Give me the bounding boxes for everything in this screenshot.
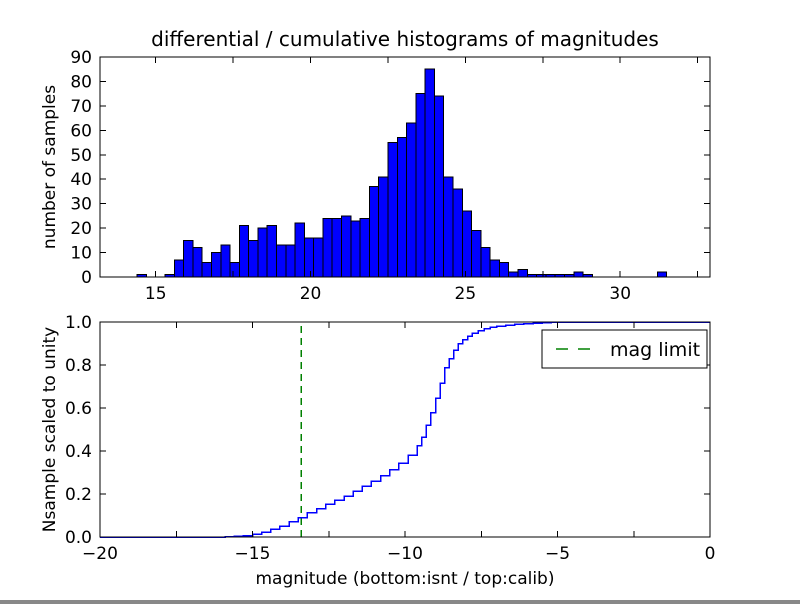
histogram-bar [517, 269, 528, 278]
x-tick-label: −15 [235, 544, 271, 564]
histogram-bar [489, 259, 500, 278]
x-tick-label: 0 [705, 544, 716, 564]
y-tick-label: 70 [70, 97, 92, 117]
histogram-bar [424, 68, 435, 278]
histogram-bar [173, 259, 185, 278]
legend-label: mag limit [610, 339, 700, 361]
histogram-bar [294, 222, 305, 278]
cumulative-curve [100, 321, 710, 538]
histogram-bar [248, 239, 259, 278]
histogram-bar [331, 217, 343, 278]
x-tick-label: −10 [387, 544, 423, 564]
histogram-bar [192, 247, 203, 278]
histogram-bar [322, 217, 333, 278]
histogram-bar [480, 247, 491, 278]
histogram-bar [471, 230, 482, 278]
histogram-bar [452, 188, 463, 278]
figure-title: differential / cumulative histograms of … [151, 27, 659, 51]
x-tick-label: −20 [82, 544, 118, 564]
y-tick-label: 0.6 [65, 399, 92, 419]
histogram-bar [285, 244, 296, 278]
histogram-bar [508, 271, 519, 278]
y-tick-label: 30 [70, 195, 92, 215]
histogram-bar [238, 225, 250, 278]
histogram-bar [276, 244, 287, 278]
tick-marks [99, 321, 711, 538]
histogram-bar [303, 237, 315, 278]
histogram-bar [210, 252, 222, 278]
histogram-bar [359, 217, 370, 278]
histogram-bar [229, 261, 240, 278]
histogram-bar [573, 271, 584, 278]
x-tick-label: −5 [545, 544, 570, 564]
histogram-bar [201, 261, 212, 278]
histogram-bar [406, 122, 417, 278]
histogram-bar [368, 186, 380, 278]
histogram-bar [266, 225, 277, 278]
x-tick-label: 20 [300, 284, 322, 304]
y-tick-label: 0.0 [65, 528, 92, 548]
y-tick-label: 0.8 [65, 356, 92, 376]
histogram-bar [183, 239, 194, 278]
histogram-bar [656, 271, 668, 278]
histogram-bar [433, 95, 445, 278]
legend: mag limit [541, 329, 708, 369]
x-axis-label: magnitude (bottom:isnt / top:calib) [256, 569, 555, 589]
histogram-bar [443, 176, 454, 278]
y-axis-label: number of samples [40, 85, 60, 249]
histogram-bar [313, 237, 324, 278]
y-tick-label: 80 [70, 72, 92, 92]
tick-marks [100, 56, 710, 278]
legend-box [541, 329, 708, 369]
y-tick-label: 90 [70, 48, 92, 68]
histogram-bar [257, 227, 268, 278]
y-tick-label: 0 [81, 268, 92, 288]
y-tick-label: 40 [70, 170, 92, 190]
x-tick-label: 30 [609, 284, 631, 304]
y-tick-label: 0.2 [65, 485, 92, 505]
histogram-bar [378, 176, 389, 278]
y-tick-label: 0.4 [65, 442, 92, 462]
histogram-bar [415, 93, 426, 278]
y-tick-label: 20 [70, 219, 92, 239]
histogram-bar [350, 220, 361, 278]
y-tick-label: 50 [70, 146, 92, 166]
histogram-bar [498, 261, 510, 278]
differential-histogram-axes: 15 20 25 30 0 10 20 30 40 50 60 70 80 90 [70, 48, 711, 304]
x-tick-label: 15 [145, 284, 167, 304]
y-tick-label: 1.0 [65, 313, 92, 333]
histogram-bar [396, 137, 408, 278]
histogram-bar [341, 215, 352, 278]
histogram-bar [387, 142, 398, 278]
axes-spines [99, 56, 711, 278]
histogram-bar [220, 244, 231, 278]
y-tick-label: 60 [70, 121, 92, 141]
y-tick-label: 10 [70, 244, 92, 264]
histogram-bar [461, 210, 473, 278]
y-axis-label: Nsample scaled to unity [40, 327, 60, 532]
x-tick-label: 25 [455, 284, 477, 304]
